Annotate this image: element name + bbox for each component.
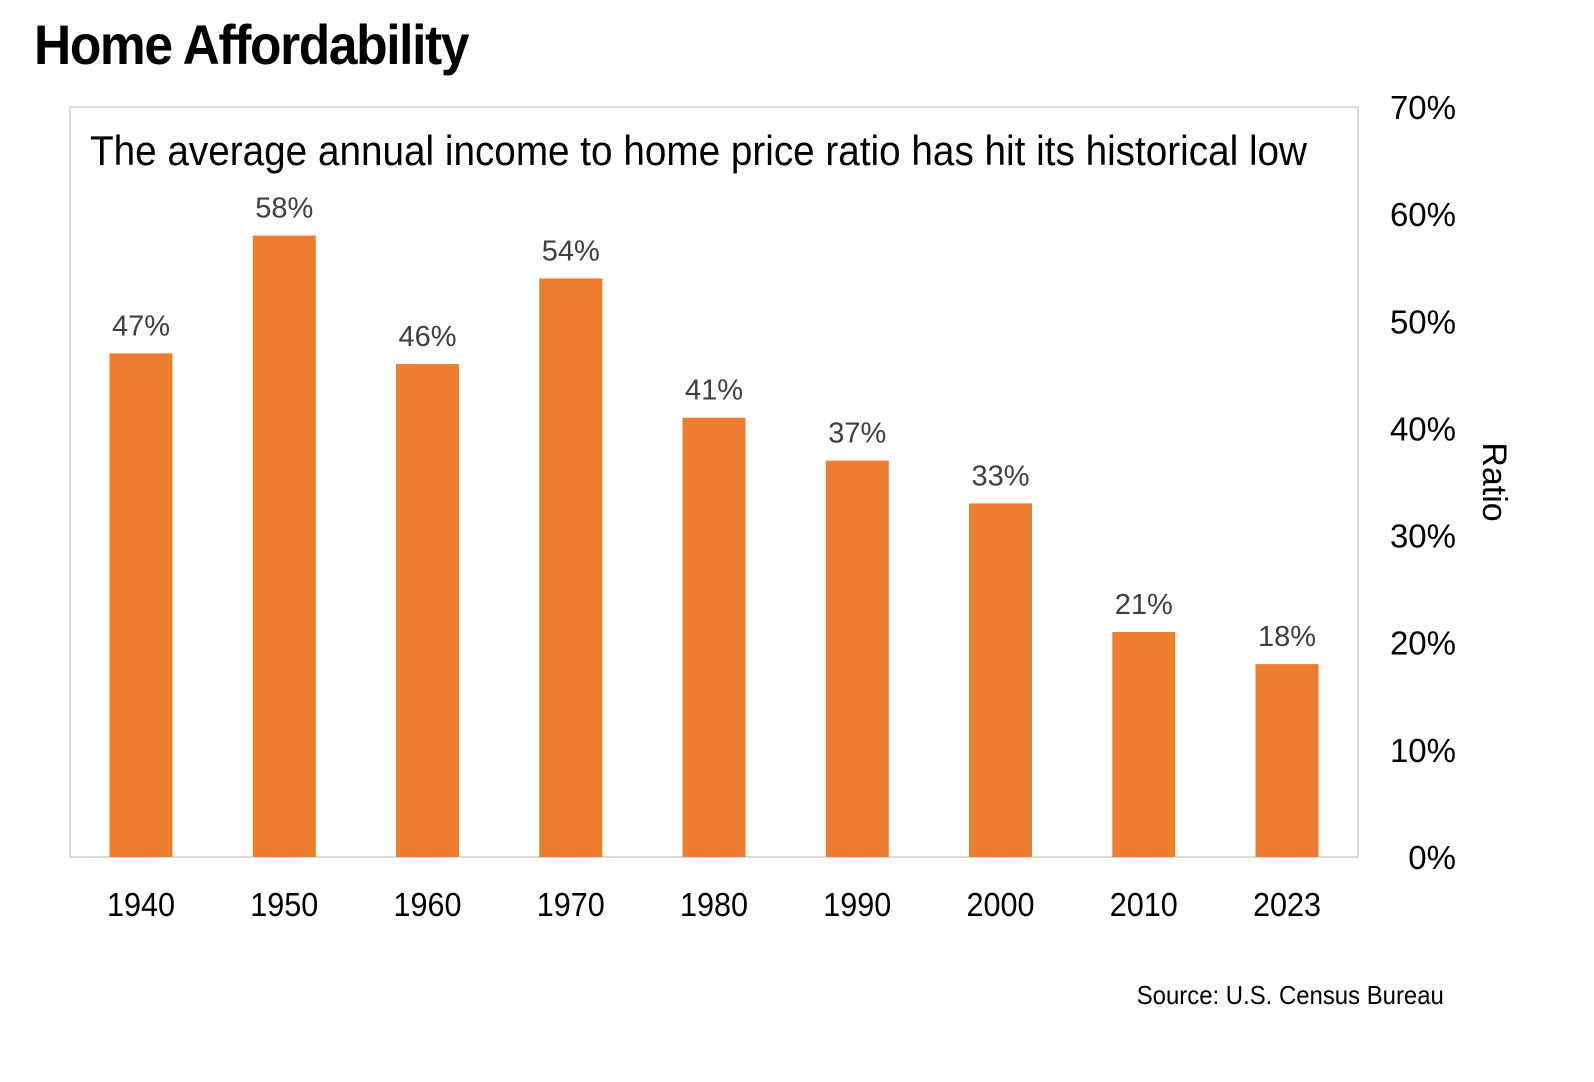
bar [252,235,316,858]
data-label: 33% [971,460,1029,492]
data-labels-group: 47% 58% 46% 54% 41% 37% 33% 21% 18% [112,193,1316,653]
y-tick-label: 10% [1390,732,1456,769]
data-label: 54% [542,235,600,267]
bar [539,278,603,857]
y-tick-label: 0% [1408,839,1456,876]
x-tick-label: 2000 [967,886,1035,923]
data-label: 47% [112,310,170,342]
data-label: 41% [685,375,743,407]
x-tick-label: 1990 [823,886,891,923]
y-tick-label: 50% [1390,303,1456,340]
bar [396,364,459,857]
bar [1255,664,1319,857]
data-label: 18% [1258,621,1316,653]
data-label: 37% [828,418,886,450]
y-tick-label: 40% [1390,410,1456,447]
bar [969,503,1032,857]
y-tick-label: 30% [1390,518,1456,555]
x-tick-label: 1970 [537,886,605,923]
y-tick-label: 70% [1390,89,1456,126]
bars-group [109,235,1319,858]
data-label: 21% [1115,589,1173,621]
bar [825,460,889,857]
x-tick-label: 1960 [394,886,462,923]
data-label: 58% [255,193,313,225]
x-axis-ticks: 1940 1950 1960 1970 1980 1990 2000 2010 2023 [107,886,1321,923]
source-note: Source: U.S. Census Bureau [1136,980,1444,1010]
x-tick-label: 1940 [107,886,175,923]
y-tick-label: 20% [1390,625,1456,662]
page-title: Home Affordability [34,13,469,76]
x-tick-label: 1980 [680,886,748,923]
x-tick-label: 2010 [1110,886,1178,923]
bar [1112,632,1176,857]
y-axis-ticks: 0% 10% 20% 30% 40% 50% 60% 70% [1390,89,1456,876]
x-tick-label: 2023 [1253,886,1321,923]
bar [109,353,173,857]
y-tick-label: 60% [1390,196,1456,233]
chart-title: The average annual income to home price … [90,127,1308,174]
bar [682,417,746,857]
x-tick-label: 1950 [250,886,318,923]
y-axis-label: Ratio [1475,442,1513,521]
data-label: 46% [398,321,456,353]
